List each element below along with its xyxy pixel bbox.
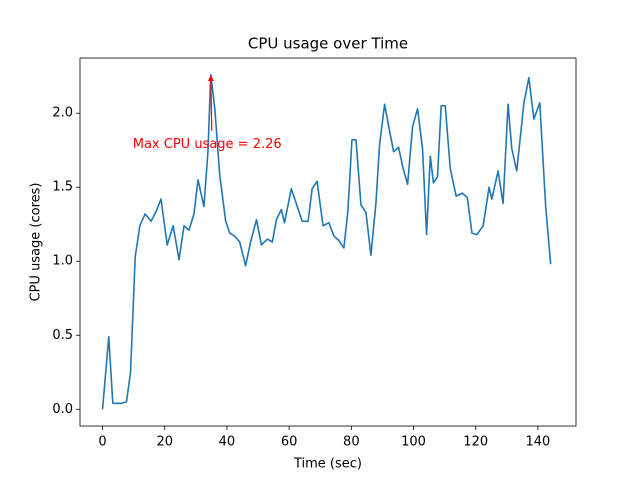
x-tick-label: 120: [463, 435, 488, 450]
x-tick-label: 100: [401, 435, 426, 450]
x-tick-label: 0: [98, 435, 106, 450]
chart-title: CPU usage over Time: [248, 35, 408, 53]
line-series: [101, 73, 552, 410]
x-tick-label: 20: [156, 435, 173, 450]
y-tick-label: 1.5: [52, 180, 73, 195]
x-tick-label: 140: [525, 435, 550, 450]
x-tick-label: 80: [343, 435, 360, 450]
x-tick-label: 40: [219, 435, 236, 450]
x-axis-label: Time (sec): [293, 457, 362, 472]
y-tick-label: 0.0: [52, 402, 73, 417]
plot-frame: [79, 57, 577, 427]
y-tick-label: 0.5: [52, 328, 73, 343]
annotation-arrow: [207, 75, 214, 131]
y-tick-label: 1.0: [52, 254, 73, 269]
x-tick-label: 60: [281, 435, 298, 450]
annotation: Max CPU usage = 2.26: [133, 137, 282, 152]
y-axis-label: CPU usage (cores): [29, 183, 44, 302]
y-tick-label: 2.0: [52, 106, 73, 121]
